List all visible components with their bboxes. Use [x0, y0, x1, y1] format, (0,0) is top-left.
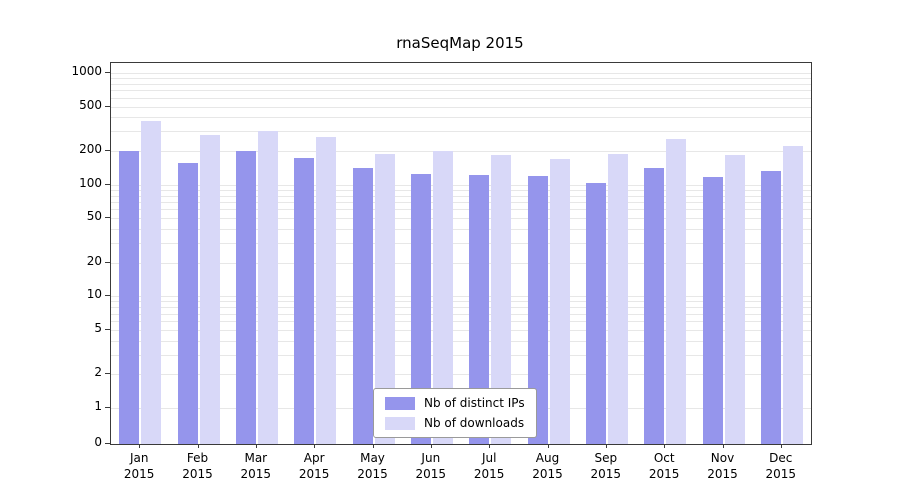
- x-tick-label: Nov 2015: [707, 451, 738, 482]
- gridline: [111, 195, 811, 197]
- gridline: [111, 307, 811, 309]
- x-tick-label: Mar 2015: [240, 451, 272, 482]
- legend-swatch-distinct-ips: [385, 396, 415, 410]
- gridline: [111, 218, 811, 220]
- bar-downloads: [374, 153, 395, 444]
- gridline: [111, 262, 811, 264]
- bar-distinct-ips: [702, 176, 723, 444]
- x-tick-label: Jun 2015: [415, 451, 447, 482]
- y-tick-label: 5: [94, 320, 102, 335]
- gridline: [111, 189, 811, 191]
- y-tick-label: 500: [79, 97, 102, 112]
- gridline: [111, 354, 811, 356]
- gridline: [111, 106, 811, 108]
- chart-title: rnaSeqMap 2015: [396, 34, 524, 52]
- gridline: [111, 313, 811, 315]
- legend-label-downloads: Nb of downloads: [424, 416, 525, 430]
- bar-distinct-ips: [644, 168, 665, 444]
- y-tick-label: 200: [79, 142, 102, 157]
- bar-distinct-ips: [469, 175, 490, 444]
- gridline: [111, 374, 811, 376]
- y-tick-label: 1: [94, 399, 102, 413]
- bar-downloads: [257, 131, 278, 444]
- bar-downloads: [491, 154, 512, 444]
- y-tick-label: 50: [86, 209, 102, 224]
- gridline: [111, 202, 811, 203]
- legend-swatch-downloads: [385, 416, 415, 430]
- bar-distinct-ips: [352, 168, 373, 444]
- gridline: [111, 243, 811, 245]
- bar-downloads: [607, 153, 628, 444]
- x-tick-label: Feb 2015: [182, 451, 213, 482]
- bar-downloads: [316, 137, 337, 444]
- legend-item-downloads: Nb of downloads: [385, 416, 525, 430]
- bar-downloads: [782, 146, 803, 444]
- gridline: [111, 340, 811, 342]
- x-tick-label: May 2015: [357, 451, 388, 482]
- bar-distinct-ips: [527, 175, 548, 444]
- y-tick-label: 1000: [71, 64, 102, 78]
- gridline: [111, 83, 811, 85]
- x-tick-label: Apr 2015: [298, 451, 330, 482]
- legend: Nb of distinct IPs Nb of downloads: [373, 388, 537, 438]
- y-tick-label: 100: [79, 175, 102, 190]
- gridline: [111, 151, 811, 153]
- gridline: [111, 184, 811, 186]
- bar-distinct-ips: [119, 151, 140, 444]
- bar-downloads: [432, 151, 453, 444]
- y-tick-label: 20: [86, 253, 102, 268]
- bar-distinct-ips: [760, 171, 781, 444]
- x-tick-label: Jul 2015: [473, 451, 505, 482]
- x-tick-label: Sep 2015: [590, 451, 622, 482]
- bar-downloads: [666, 139, 687, 444]
- gridline: [111, 131, 811, 133]
- x-tick-label: Aug 2015: [532, 451, 563, 482]
- bar-distinct-ips: [294, 157, 315, 444]
- plot-area: Nb of distinct IPs Nb of downloads: [110, 62, 812, 445]
- bar-downloads: [724, 154, 745, 444]
- gridline: [111, 296, 811, 298]
- x-tick-label: Jan 2015: [123, 451, 155, 482]
- gridline: [111, 209, 811, 211]
- y-tick-label: 2: [94, 365, 102, 380]
- legend-item-distinct-ips: Nb of distinct IPs: [385, 396, 525, 410]
- gridline: [111, 229, 811, 231]
- bar-distinct-ips: [410, 173, 431, 444]
- bar-distinct-ips: [235, 151, 256, 444]
- bar-downloads: [199, 134, 220, 444]
- y-tick-label: 10: [86, 287, 102, 302]
- bar-downloads: [549, 158, 570, 444]
- bar-downloads: [141, 121, 162, 444]
- y-tick-label: 0: [94, 435, 102, 449]
- x-tick-label: Dec 2015: [765, 451, 797, 482]
- gridline: [111, 73, 811, 74]
- gridline: [111, 78, 811, 80]
- x-tick-label: Oct 2015: [648, 451, 680, 482]
- gridline: [111, 90, 811, 92]
- gridline: [111, 97, 811, 99]
- gridline: [111, 301, 811, 303]
- gridline: [111, 117, 811, 119]
- bar-distinct-ips: [177, 163, 198, 444]
- gridline: [111, 321, 811, 323]
- gridline: [111, 329, 811, 331]
- legend-label-distinct-ips: Nb of distinct IPs: [424, 396, 525, 410]
- bar-distinct-ips: [585, 183, 606, 444]
